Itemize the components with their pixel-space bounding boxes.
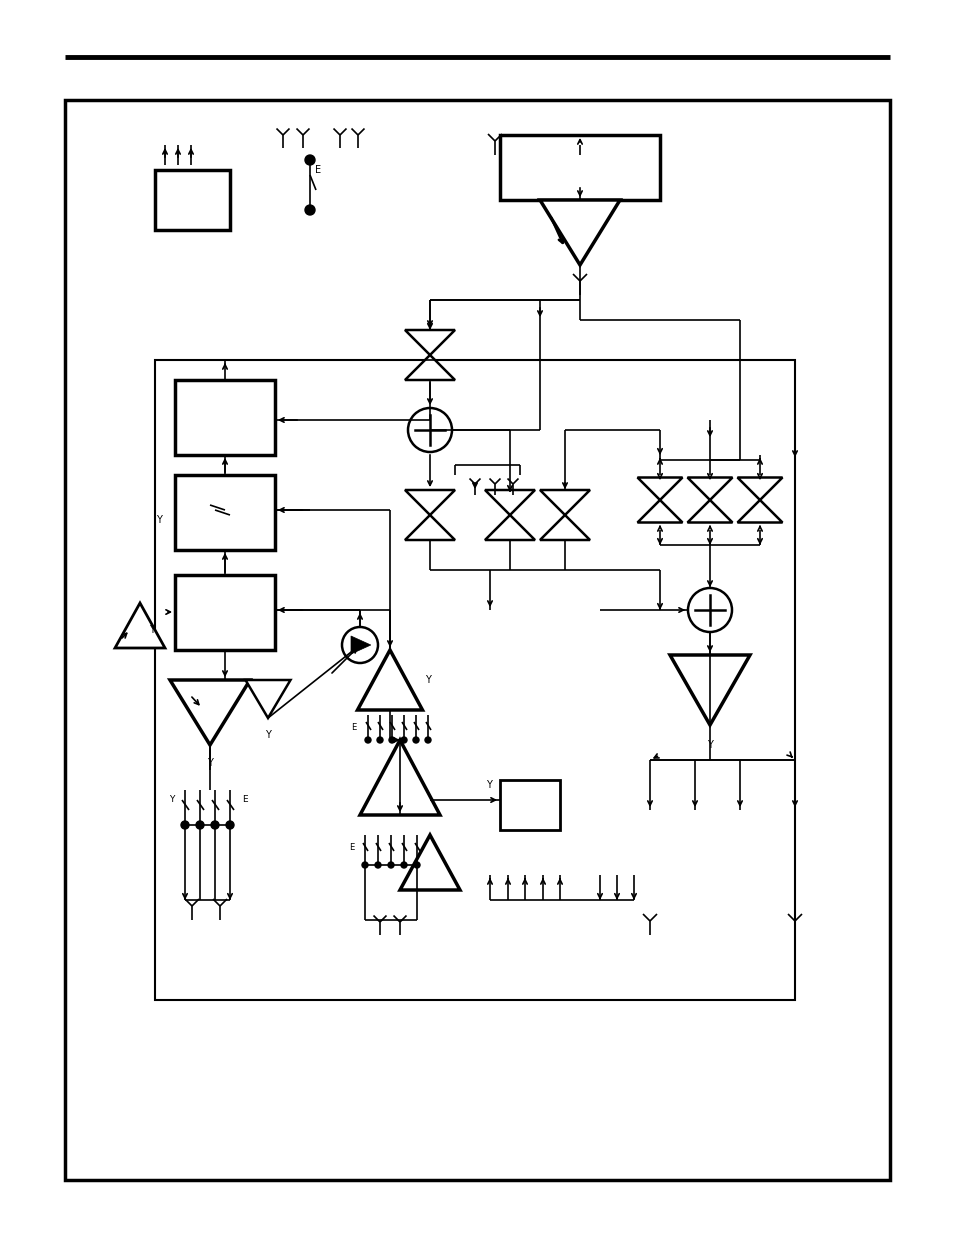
Polygon shape bbox=[539, 515, 589, 540]
Text: E: E bbox=[314, 165, 321, 175]
Circle shape bbox=[389, 737, 395, 743]
Polygon shape bbox=[399, 835, 459, 890]
Polygon shape bbox=[359, 740, 439, 815]
Polygon shape bbox=[669, 655, 749, 725]
Polygon shape bbox=[539, 200, 619, 266]
Text: E: E bbox=[242, 795, 248, 804]
Polygon shape bbox=[245, 680, 291, 718]
Circle shape bbox=[408, 408, 452, 452]
Bar bbox=[154, 359, 794, 1000]
Bar bbox=[499, 135, 659, 200]
Polygon shape bbox=[405, 490, 455, 515]
Text: Y: Y bbox=[156, 515, 162, 525]
Text: E: E bbox=[349, 844, 354, 852]
Circle shape bbox=[400, 862, 407, 868]
Polygon shape bbox=[687, 500, 732, 522]
Text: E: E bbox=[351, 722, 355, 731]
Polygon shape bbox=[539, 490, 589, 515]
Polygon shape bbox=[637, 500, 681, 522]
Circle shape bbox=[376, 737, 382, 743]
Circle shape bbox=[305, 205, 314, 215]
Circle shape bbox=[361, 862, 368, 868]
Circle shape bbox=[195, 821, 204, 829]
Circle shape bbox=[211, 821, 219, 829]
Circle shape bbox=[400, 737, 407, 743]
Polygon shape bbox=[115, 603, 165, 648]
Polygon shape bbox=[170, 680, 250, 745]
Text: Y: Y bbox=[207, 758, 213, 768]
Polygon shape bbox=[405, 330, 455, 354]
Polygon shape bbox=[351, 636, 371, 655]
Polygon shape bbox=[484, 490, 535, 515]
Bar bbox=[65, 100, 889, 1179]
Circle shape bbox=[375, 862, 380, 868]
Bar bbox=[154, 170, 230, 230]
Polygon shape bbox=[737, 500, 781, 522]
Bar bbox=[174, 576, 274, 650]
Text: Y: Y bbox=[169, 795, 173, 804]
Circle shape bbox=[226, 821, 233, 829]
Polygon shape bbox=[687, 478, 732, 500]
Circle shape bbox=[365, 737, 371, 743]
Circle shape bbox=[181, 821, 189, 829]
Circle shape bbox=[414, 862, 419, 868]
Circle shape bbox=[424, 737, 431, 743]
Polygon shape bbox=[405, 515, 455, 540]
Text: Y: Y bbox=[265, 730, 271, 740]
Circle shape bbox=[341, 627, 377, 663]
Polygon shape bbox=[357, 650, 422, 710]
Text: Y: Y bbox=[706, 740, 712, 750]
Polygon shape bbox=[484, 515, 535, 540]
Circle shape bbox=[413, 737, 418, 743]
Circle shape bbox=[305, 156, 314, 165]
Bar bbox=[174, 475, 274, 550]
Circle shape bbox=[687, 588, 731, 632]
Text: Y: Y bbox=[149, 625, 154, 635]
Polygon shape bbox=[737, 478, 781, 500]
Bar bbox=[499, 781, 559, 830]
Text: Y: Y bbox=[486, 781, 492, 790]
Polygon shape bbox=[405, 354, 455, 380]
Bar bbox=[174, 380, 274, 454]
Text: Y: Y bbox=[424, 676, 431, 685]
Circle shape bbox=[388, 862, 394, 868]
Polygon shape bbox=[637, 478, 681, 500]
